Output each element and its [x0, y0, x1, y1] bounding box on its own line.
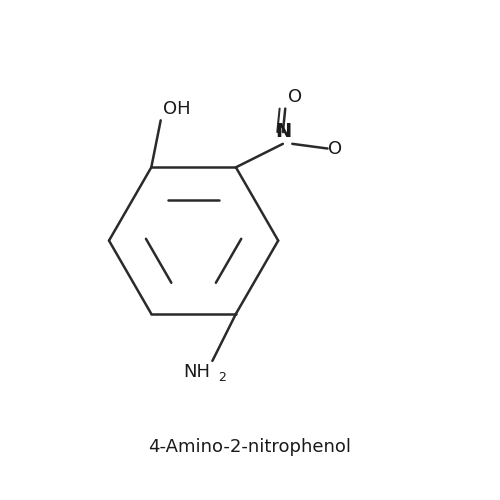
Text: O: O [328, 140, 342, 158]
Text: 4-Amino-2-nitrophenol: 4-Amino-2-nitrophenol [148, 438, 352, 456]
Text: N: N [275, 122, 291, 142]
Text: 2: 2 [218, 371, 226, 384]
Text: NH: NH [183, 363, 210, 381]
Text: O: O [288, 88, 302, 106]
Text: OH: OH [163, 100, 190, 118]
